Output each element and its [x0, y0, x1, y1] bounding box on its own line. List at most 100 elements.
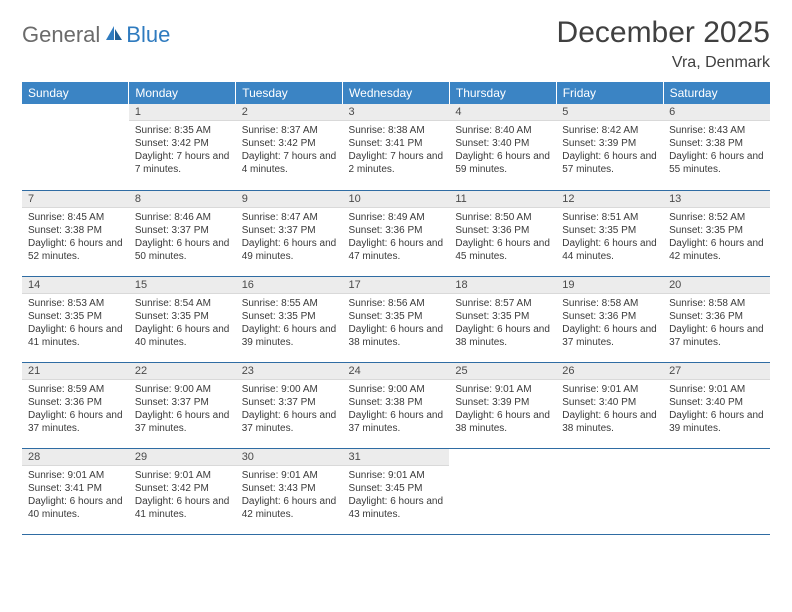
calendar-cell: 4Sunrise: 8:40 AMSunset: 3:40 PMDaylight… [449, 104, 556, 190]
sunset-text: Sunset: 3:41 PM [349, 137, 444, 150]
day-number: 15 [129, 277, 236, 294]
logo-text-blue: Blue [126, 22, 170, 48]
day-details: Sunrise: 9:01 AMSunset: 3:42 PMDaylight:… [129, 466, 236, 525]
daylight-text: Daylight: 6 hours and 47 minutes. [349, 237, 444, 263]
daylight-text: Daylight: 6 hours and 37 minutes. [28, 409, 123, 435]
sunrise-text: Sunrise: 8:40 AM [455, 124, 550, 137]
daylight-text: Daylight: 6 hours and 40 minutes. [135, 323, 230, 349]
sunset-text: Sunset: 3:35 PM [562, 224, 657, 237]
day-details: Sunrise: 8:58 AMSunset: 3:36 PMDaylight:… [556, 294, 663, 353]
daylight-text: Daylight: 6 hours and 42 minutes. [669, 237, 764, 263]
sail-icon [104, 24, 124, 47]
day-details: Sunrise: 9:01 AMSunset: 3:40 PMDaylight:… [663, 380, 770, 439]
calendar-cell: 11Sunrise: 8:50 AMSunset: 3:36 PMDayligh… [449, 190, 556, 276]
daylight-text: Daylight: 6 hours and 44 minutes. [562, 237, 657, 263]
day-number: 5 [556, 104, 663, 121]
sunrise-text: Sunrise: 8:56 AM [349, 297, 444, 310]
daylight-text: Daylight: 6 hours and 38 minutes. [455, 409, 550, 435]
sunrise-text: Sunrise: 9:01 AM [349, 469, 444, 482]
col-saturday: Saturday [663, 82, 770, 104]
calendar-cell: 6Sunrise: 8:43 AMSunset: 3:38 PMDaylight… [663, 104, 770, 190]
day-number: 9 [236, 191, 343, 208]
sunrise-text: Sunrise: 8:45 AM [28, 211, 123, 224]
sunset-text: Sunset: 3:42 PM [135, 482, 230, 495]
sunset-text: Sunset: 3:35 PM [28, 310, 123, 323]
calendar-cell: 10Sunrise: 8:49 AMSunset: 3:36 PMDayligh… [343, 190, 450, 276]
calendar-cell [556, 448, 663, 534]
sunrise-text: Sunrise: 8:57 AM [455, 297, 550, 310]
sunset-text: Sunset: 3:35 PM [349, 310, 444, 323]
sunrise-text: Sunrise: 8:52 AM [669, 211, 764, 224]
location-label: Vra, Denmark [557, 54, 770, 72]
sunset-text: Sunset: 3:35 PM [242, 310, 337, 323]
day-details: Sunrise: 8:49 AMSunset: 3:36 PMDaylight:… [343, 208, 450, 267]
day-number: 30 [236, 449, 343, 466]
calendar-cell: 9Sunrise: 8:47 AMSunset: 3:37 PMDaylight… [236, 190, 343, 276]
daylight-text: Daylight: 7 hours and 2 minutes. [349, 150, 444, 176]
sunset-text: Sunset: 3:36 PM [349, 224, 444, 237]
calendar-cell: 5 Sunrise: 8:42 AMSunset: 3:39 PMDaylight… [556, 104, 663, 190]
daylight-text: Daylight: 6 hours and 57 minutes. [562, 150, 657, 176]
sunrise-text: Sunrise: 8:46 AM [135, 211, 230, 224]
day-details: Sunrise: 8:52 AMSunset: 3:35 PMDaylight:… [663, 208, 770, 267]
day-details: Sunrise: 8:57 AMSunset: 3:35 PMDaylight:… [449, 294, 556, 353]
calendar-cell: 25Sunrise: 9:01 AMSunset: 3:39 PMDayligh… [449, 362, 556, 448]
day-details: Sunrise: 8:58 AMSunset: 3:36 PMDaylight:… [663, 294, 770, 353]
day-number: 19 [556, 277, 663, 294]
sunset-text: Sunset: 3:41 PM [28, 482, 123, 495]
calendar-cell [22, 104, 129, 190]
sunrise-text: Sunrise: 8:49 AM [349, 211, 444, 224]
sunrise-text: Sunrise: 8:43 AM [669, 124, 764, 137]
day-details: Sunrise: 9:00 AMSunset: 3:38 PMDaylight:… [343, 380, 450, 439]
day-number: 29 [129, 449, 236, 466]
sunset-text: Sunset: 3:39 PM [562, 137, 657, 150]
day-details: Sunrise: 8:54 AMSunset: 3:35 PMDaylight:… [129, 294, 236, 353]
calendar-week: 28Sunrise: 9:01 AMSunset: 3:41 PMDayligh… [22, 448, 770, 534]
sunrise-text: Sunrise: 9:01 AM [455, 383, 550, 396]
sunrise-text: Sunrise: 8:59 AM [28, 383, 123, 396]
calendar-body: 1Sunrise: 8:35 AMSunset: 3:42 PMDaylight… [22, 104, 770, 534]
calendar-cell: 28Sunrise: 9:01 AMSunset: 3:41 PMDayligh… [22, 448, 129, 534]
day-details: Sunrise: 8:56 AMSunset: 3:35 PMDaylight:… [343, 294, 450, 353]
day-details: Sunrise: 9:01 AMSunset: 3:41 PMDaylight:… [22, 466, 129, 525]
calendar-cell: 3Sunrise: 8:38 AMSunset: 3:41 PMDaylight… [343, 104, 450, 190]
day-details: Sunrise: 8:50 AMSunset: 3:36 PMDaylight:… [449, 208, 556, 267]
sunset-text: Sunset: 3:38 PM [669, 137, 764, 150]
daylight-text: Daylight: 6 hours and 37 minutes. [135, 409, 230, 435]
calendar-cell: 1Sunrise: 8:35 AMSunset: 3:42 PMDaylight… [129, 104, 236, 190]
sunrise-text: Sunrise: 8:42 AM [562, 124, 657, 137]
page-title: December 2025 [557, 16, 770, 50]
daylight-text: Daylight: 6 hours and 38 minutes. [562, 409, 657, 435]
col-tuesday: Tuesday [236, 82, 343, 104]
day-number: 18 [449, 277, 556, 294]
calendar-table: Sunday Monday Tuesday Wednesday Thursday… [22, 82, 770, 535]
sunrise-text: Sunrise: 9:01 AM [135, 469, 230, 482]
daylight-text: Daylight: 6 hours and 37 minutes. [242, 409, 337, 435]
header: General Blue December 2025 Vra, Denmark [22, 16, 770, 72]
day-number: 17 [343, 277, 450, 294]
calendar-cell: 13Sunrise: 8:52 AMSunset: 3:35 PMDayligh… [663, 190, 770, 276]
calendar-week: 7Sunrise: 8:45 AMSunset: 3:38 PMDaylight… [22, 190, 770, 276]
day-details: Sunrise: 9:00 AMSunset: 3:37 PMDaylight:… [129, 380, 236, 439]
sunrise-text: Sunrise: 8:37 AM [242, 124, 337, 137]
sunset-text: Sunset: 3:37 PM [135, 224, 230, 237]
day-number: 21 [22, 363, 129, 380]
day-details: Sunrise: 8:53 AMSunset: 3:35 PMDaylight:… [22, 294, 129, 353]
col-wednesday: Wednesday [343, 82, 450, 104]
daylight-text: Daylight: 6 hours and 37 minutes. [349, 409, 444, 435]
day-details: Sunrise: 8:55 AMSunset: 3:35 PMDaylight:… [236, 294, 343, 353]
day-number [22, 104, 129, 108]
day-details: Sunrise: 8:37 AMSunset: 3:42 PMDaylight:… [236, 121, 343, 180]
sunset-text: Sunset: 3:36 PM [28, 396, 123, 409]
day-number: 20 [663, 277, 770, 294]
daylight-text: Daylight: 7 hours and 7 minutes. [135, 150, 230, 176]
day-number: 28 [22, 449, 129, 466]
day-number: 31 [343, 449, 450, 466]
daylight-text: Daylight: 6 hours and 37 minutes. [669, 323, 764, 349]
day-details: Sunrise: 8:47 AMSunset: 3:37 PMDaylight:… [236, 208, 343, 267]
day-details: Sunrise: 8:51 AMSunset: 3:35 PMDaylight:… [556, 208, 663, 267]
col-friday: Friday [556, 82, 663, 104]
day-details: Sunrise: 8:35 AMSunset: 3:42 PMDaylight:… [129, 121, 236, 180]
day-number: 24 [343, 363, 450, 380]
daylight-text: Daylight: 6 hours and 38 minutes. [455, 323, 550, 349]
